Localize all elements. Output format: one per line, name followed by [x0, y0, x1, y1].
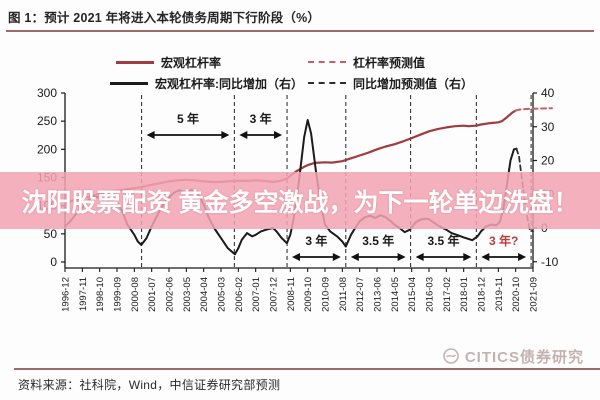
x-tick-label: 2013-06 [373, 277, 384, 312]
ad-overlay-banner[interactable]: 沈阳股票配资 黄金多空激战，为下一轮单边洗盘！ [0, 172, 600, 229]
phase-duration-label: 5 年 [177, 111, 199, 126]
watermark: CITICS债券研究 [442, 346, 584, 366]
y-right-tick-label: 40 [541, 86, 555, 100]
ad-overlay-text: 沈阳股票配资 黄金多空激战，为下一轮单边洗盘！ [21, 188, 579, 217]
x-tick-label: 1999-09 [113, 277, 124, 312]
x-tick-label: 2000-08 [130, 277, 141, 312]
legend-item-yoy-increase: 宏观杠杆率:同比增加（右） [110, 75, 303, 91]
phase-arrowhead-right [463, 253, 472, 261]
x-tick-label: 2009-10 [303, 277, 314, 312]
y-left-tick-label: 0 [50, 255, 57, 269]
x-tick-label: 2011-08 [338, 277, 349, 311]
x-tick-label: 1997-11 [78, 277, 89, 311]
x-tick-label: 2002-06 [165, 277, 176, 312]
y-left-tick-label: 200 [37, 142, 57, 156]
phase-arrowhead-right [518, 253, 527, 261]
x-tick-label: 2018-01 [459, 277, 470, 312]
x-tick-label: 2020-10 [511, 277, 522, 312]
y-left-tick-label: 300 [37, 86, 57, 100]
legend-label: 宏观杠杆率:同比增加（右） [155, 76, 303, 91]
y-right-tick-label: 20 [541, 154, 555, 168]
black-dashed-line-swatch-icon [308, 82, 346, 84]
x-tick-label: 2003-05 [182, 277, 193, 312]
x-tick-label: 2019-11 [494, 277, 505, 311]
legend-item-yoy-forecast: 同比增加预测值（右） [308, 75, 473, 91]
phase-arrowhead-right [332, 253, 341, 261]
x-tick-label: 2005-03 [217, 277, 228, 312]
legend-item-leverage-forecast: 杠杆率预测值 [308, 54, 425, 70]
figure-title: 图 1：预计 2021 年将进入本轮债务周期下行阶段（%） [8, 11, 321, 25]
x-tick-label: 2015-04 [407, 277, 418, 312]
x-tick-label: 2012-07 [355, 277, 366, 312]
x-tick-label: 2021-09 [529, 277, 540, 312]
x-tick-label: 2016-03 [425, 277, 436, 312]
phase-arrowhead-right [221, 131, 230, 139]
phase-duration-label: 3.5 年 [362, 233, 394, 248]
red-dashed-line-swatch-icon [308, 61, 346, 63]
legend-label: 宏观杠杆率 [161, 55, 222, 70]
y-right-tick-label: 30 [541, 120, 555, 134]
series-line-yoy-increase [64, 119, 518, 256]
phase-arrowhead-left [350, 253, 359, 261]
x-tick-label: 2018-12 [477, 277, 488, 312]
phase-arrowhead-right [274, 131, 283, 139]
x-tick-label: 2017-02 [442, 277, 453, 312]
footer-rule [14, 368, 600, 370]
phase-duration-label: 3 年 [250, 111, 272, 126]
title-underline [6, 30, 594, 32]
watermark-text: CITICS债券研究 [464, 348, 584, 366]
y-left-tick-label: 250 [37, 114, 57, 128]
source-note: 资料来源：社科院，Wind，中信证券研究部预测 [18, 378, 281, 392]
y-left-tick-label: 50 [44, 227, 58, 241]
x-tick-label: 2004-04 [199, 277, 210, 312]
x-tick-label: 2014-05 [390, 277, 401, 312]
x-tick-label: 2007-01 [251, 277, 262, 312]
phase-arrowhead-left [239, 131, 248, 139]
x-tick-label: 2008-11 [286, 277, 297, 311]
legend-label: 杠杆率预测值 [353, 55, 426, 70]
y-right-tick-label: -10 [541, 255, 559, 269]
legend-item-macro-leverage: 宏观杠杆率 [116, 54, 221, 70]
x-tick-label: 2006-02 [234, 277, 245, 312]
red-solid-line-swatch-icon [116, 60, 154, 64]
phase-duration-label: 3 年 [305, 233, 327, 248]
x-tick-label: 1998-10 [95, 277, 106, 312]
x-tick-label: 2010-09 [321, 277, 332, 312]
black-solid-line-swatch-icon [110, 81, 148, 85]
citics-logo-icon [443, 348, 459, 364]
phase-duration-label: 3.5 年 [427, 233, 459, 248]
series-line-yoy-forecast [515, 147, 534, 233]
legend-label: 同比增加预测值（右） [353, 76, 474, 91]
phase-arrowhead-left [415, 253, 424, 261]
phase-arrowhead-right [397, 253, 406, 261]
x-tick-label: 2007-12 [269, 277, 280, 312]
phase-arrowhead-left [481, 253, 490, 261]
x-tick-label: 2001-07 [147, 277, 158, 312]
phase-arrowhead-left [292, 253, 301, 261]
phase-duration-label: 3 年? [489, 233, 518, 248]
x-tick-label: 1996-12 [61, 277, 72, 312]
phase-arrowhead-left [146, 131, 155, 139]
series-line-leverage-forecast [514, 107, 554, 112]
